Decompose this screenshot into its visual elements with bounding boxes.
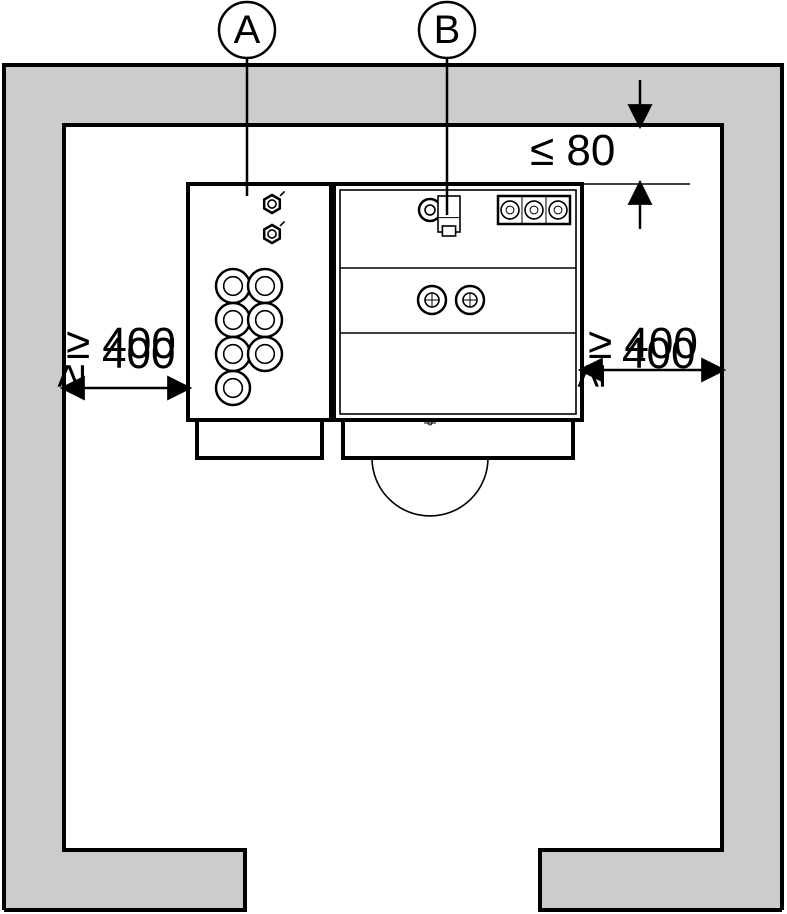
equipment-unit-b: [334, 184, 582, 516]
dim-right-value: 400: [622, 329, 695, 378]
installation-clearance-diagram: AB ≤ 80≥ 400≥ 400≥400≥400: [0, 0, 787, 914]
svg-text:≥: ≥: [45, 364, 94, 388]
label-letter-a: A: [234, 8, 261, 52]
label-letter-b: B: [434, 8, 461, 52]
dim-left-value: 400: [102, 329, 175, 378]
svg-text:≥: ≥: [565, 364, 614, 388]
dim-top-clearance: ≤ 80: [530, 126, 615, 175]
equipment-unit-a: [188, 184, 331, 458]
